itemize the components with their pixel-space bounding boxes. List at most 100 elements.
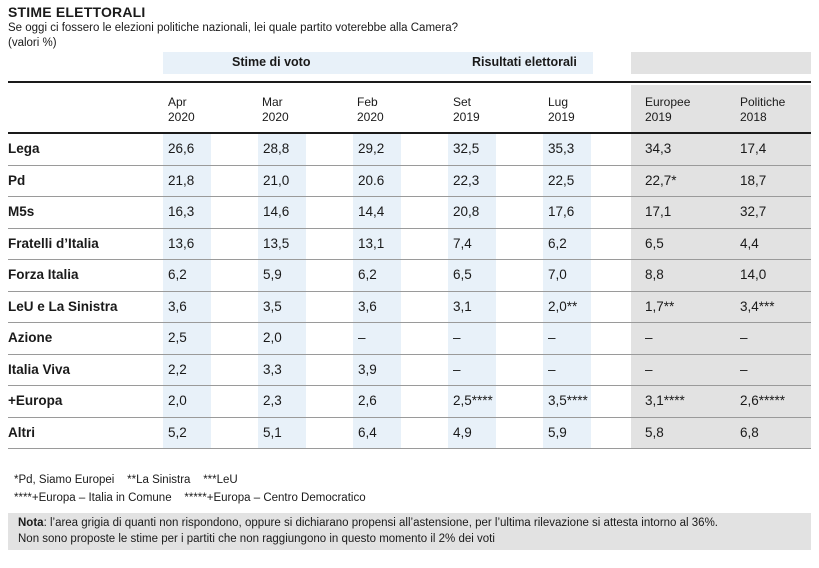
table-cell: 2,5**** — [453, 393, 493, 408]
row-label: Lega — [8, 141, 40, 156]
table-cell: – — [453, 361, 461, 377]
table-cell: 3,9 — [358, 361, 377, 377]
table-cell: 2,0 — [168, 393, 187, 408]
table-cell: 3,6 — [358, 298, 377, 314]
table-cell: 5,1 — [263, 424, 282, 440]
note-line-1: Nota: l’area grigia di quanti non rispon… — [18, 517, 718, 529]
table-cell: 13,5 — [263, 235, 290, 251]
row-divider — [8, 353, 811, 355]
table-cell: 17,4 — [740, 141, 767, 156]
table-cell: 5,2 — [168, 424, 187, 440]
row-divider — [8, 290, 811, 292]
chart-subtitle: Se oggi ci fossero le elezioni politiche… — [8, 22, 459, 34]
table-cell: 3,4*** — [740, 298, 775, 314]
col-header-set: Set 2019 — [453, 95, 480, 124]
table-cell: 3,5**** — [548, 393, 588, 408]
table-cell: 3,3 — [263, 361, 282, 377]
table-cell: – — [740, 330, 748, 345]
note-label: Nota — [18, 517, 44, 529]
table-cell: 2,6***** — [740, 393, 786, 408]
note-line-2: Non sono proposte le stime per i partiti… — [18, 533, 495, 545]
table-cell: – — [645, 361, 653, 377]
row-label: Fratelli d’Italia — [8, 235, 99, 251]
table-cell: 6,8 — [740, 424, 759, 440]
table-cell: 5,9 — [263, 267, 282, 282]
table-cell: 6,5 — [645, 235, 664, 251]
table-bottom-rule — [8, 448, 811, 449]
table-cell: 21,0 — [263, 172, 290, 188]
row-divider — [8, 322, 811, 323]
table-cell: 7,4 — [453, 235, 472, 251]
units-label: (valori %) — [8, 37, 57, 49]
table-cell: 7,0 — [548, 267, 567, 282]
table-cell: 32,7 — [740, 204, 767, 219]
table-cell: 32,5 — [453, 141, 480, 156]
col-header-mar: Mar 2020 — [262, 95, 289, 124]
table-cell: 2,5 — [168, 330, 187, 345]
table-cell: 2,0 — [263, 330, 282, 345]
table-cell: 5,8 — [645, 424, 664, 440]
table-cell: 20,8 — [453, 204, 480, 219]
row-divider — [8, 164, 811, 166]
table-cell: 22,5 — [548, 172, 575, 188]
table-cell: 18,7 — [740, 172, 767, 188]
table-cell: – — [740, 361, 748, 377]
table-cell: 2,6 — [358, 393, 377, 408]
table-cell: 3,1**** — [645, 393, 685, 408]
col-header-politiche: Politiche 2018 — [740, 95, 786, 124]
chart-title: STIME ELETTORALI — [8, 4, 146, 20]
col-header-europee: Europee 2019 — [645, 95, 691, 124]
table-cell: 3,5 — [263, 298, 282, 314]
table-cell: 6,5 — [453, 267, 472, 282]
table-cell: 6,2 — [168, 267, 187, 282]
footnote-line-2: ****+Europa – Italia in Comune *****+Eur… — [14, 492, 366, 504]
row-label: Azione — [8, 330, 53, 345]
row-label: Pd — [8, 172, 26, 188]
table-cell: 29,2 — [358, 141, 385, 156]
row-label: Forza Italia — [8, 267, 79, 282]
header-rule — [8, 81, 811, 83]
row-label: Italia Viva — [8, 361, 71, 377]
table-cell: 14,4 — [358, 204, 385, 219]
table-cell: 22,3 — [453, 172, 480, 188]
table-cell: 16,3 — [168, 204, 195, 219]
table-cell: 6,4 — [358, 424, 377, 440]
table-cell: 4,4 — [740, 235, 759, 251]
row-divider — [8, 259, 811, 260]
table-cell: 13,1 — [358, 235, 385, 251]
row-divider — [8, 227, 811, 229]
row-divider — [8, 385, 811, 386]
table-cell: 20.6 — [358, 172, 385, 188]
table-cell: 8,8 — [645, 267, 664, 282]
table-cell: 3,6 — [168, 298, 187, 314]
table-cell: – — [645, 330, 653, 345]
table-cell: 5,9 — [548, 424, 567, 440]
table-cell: 6,2 — [358, 267, 377, 282]
table-cell: 2,3 — [263, 393, 282, 408]
col-header-apr: Apr 2020 — [168, 95, 195, 124]
row-label: M5s — [8, 204, 35, 219]
table-cell: 21,8 — [168, 172, 195, 188]
table-cell: – — [358, 330, 366, 345]
table-cell: 14,6 — [263, 204, 290, 219]
table-cell: – — [548, 361, 556, 377]
gray-results-column-band — [631, 85, 811, 448]
table-cell: 14,0 — [740, 267, 767, 282]
risultati-header-gray-band — [631, 52, 811, 74]
group-label-stime: Stime di voto — [232, 55, 311, 69]
col-header-lug: Lug 2019 — [548, 95, 575, 124]
table-cell: 3,1 — [453, 298, 472, 314]
table-cell: 2,0** — [548, 298, 578, 314]
table-cell: 34,3 — [645, 141, 672, 156]
table-cell: 22,7* — [645, 172, 677, 188]
table-cell: – — [548, 330, 556, 345]
row-divider — [8, 196, 811, 197]
footnote-line-1: *Pd, Siamo Europei **La Sinistra ***LeU — [14, 474, 238, 486]
table-cell: 1,7** — [645, 298, 675, 314]
row-label: +Europa — [8, 393, 63, 408]
col-header-feb: Feb 2020 — [357, 95, 384, 124]
row-divider — [8, 416, 811, 418]
table-top-rule — [8, 132, 811, 134]
table-cell: 17,1 — [645, 204, 672, 219]
row-label: LeU e La Sinistra — [8, 298, 118, 314]
